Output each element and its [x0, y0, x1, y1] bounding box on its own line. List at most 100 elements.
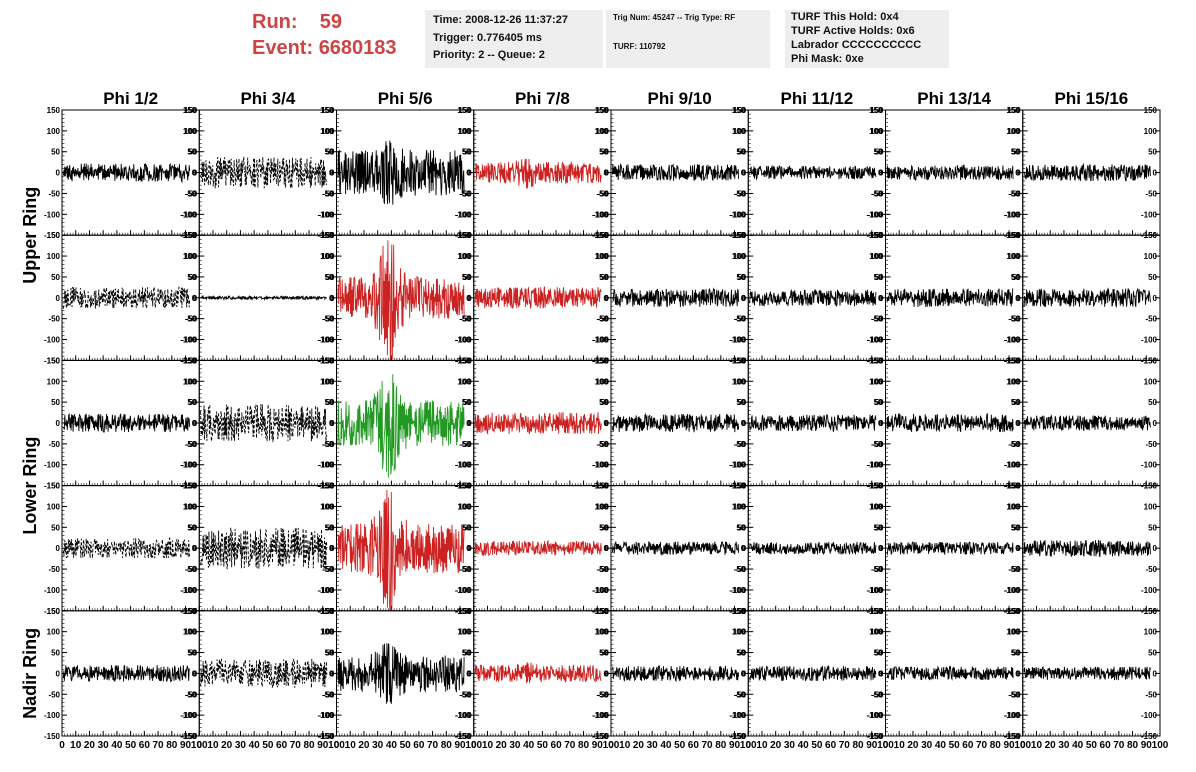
y-tick-label-right: 100 — [732, 252, 746, 261]
y-tick-label-right: -100 — [729, 210, 746, 219]
x-tick-label: 40 — [111, 740, 123, 751]
x-tick-label: 30 — [98, 740, 110, 751]
y-tick-label: 50 — [1012, 523, 1021, 532]
y-tick-label: -50 — [1009, 189, 1021, 198]
y-tick-label-right: 0 — [1015, 669, 1020, 678]
x-tick-label: 60 — [413, 740, 425, 751]
y-tick-label: 150 — [733, 356, 747, 365]
x-tick-label: 50 — [537, 740, 549, 751]
y-tick-label-right: -50 — [322, 189, 334, 198]
y-tick-label: -100 — [181, 711, 198, 720]
y-tick-label: 100 — [1007, 628, 1021, 637]
x-tick-label: 60 — [962, 740, 974, 751]
x-tick-label: 90 — [866, 740, 878, 751]
y-tick-label-right: -50 — [1008, 565, 1020, 574]
x-tick-label: 0 — [59, 740, 65, 751]
y-tick-label: -100 — [44, 586, 61, 595]
y-tick-label-right: 50 — [187, 523, 196, 532]
y-tick-label-right: -150 — [729, 607, 746, 616]
y-tick-label: -150 — [181, 231, 198, 240]
y-tick-label-right: -150 — [455, 732, 472, 741]
y-tick-label-right: -100 — [1004, 461, 1021, 470]
column-header: Phi 9/10 — [647, 89, 711, 108]
y-tick-label-right: 100 — [869, 252, 883, 261]
y-tick-label-right: 0 — [741, 419, 746, 428]
waveform-trace — [337, 489, 465, 611]
y-tick-label-right: 150 — [1144, 607, 1158, 616]
x-tick-label: 10 — [345, 740, 357, 751]
y-tick-label-right: 150 — [183, 106, 197, 115]
y-tick-label: -150 — [730, 732, 747, 741]
priority-text: Priority: 2 -- Queue: 2 — [433, 49, 545, 61]
y-tick-label: -100 — [867, 461, 884, 470]
waveform-trace — [200, 527, 328, 570]
y-tick-label-right: 0 — [741, 169, 746, 178]
waveform-trace — [749, 164, 877, 181]
event-line: Event: 6680183 — [252, 35, 422, 61]
y-tick-label-right: 0 — [466, 669, 471, 678]
waveform-trace — [474, 412, 602, 435]
x-tick-label: 10 — [756, 740, 768, 751]
y-tick-label: 100 — [870, 127, 884, 136]
y-tick-label: 50 — [1012, 649, 1021, 658]
waveform-trace — [749, 288, 877, 307]
y-tick-label-right: -50 — [1008, 315, 1020, 324]
y-tick-label-right: 150 — [183, 607, 197, 616]
waveform-trace — [886, 541, 1014, 556]
y-tick-label: 100 — [47, 252, 61, 261]
y-tick-label-right: -50 — [596, 440, 608, 449]
y-tick-label: -100 — [181, 586, 198, 595]
y-tick-label: -50 — [872, 440, 884, 449]
y-tick-label: 50 — [51, 273, 60, 282]
y-tick-label: 100 — [596, 502, 610, 511]
y-tick-label: 100 — [870, 377, 884, 386]
y-tick-label-right: 150 — [595, 607, 609, 616]
y-tick-label-right: 100 — [595, 377, 609, 386]
trig-num-box: Trig Num: 45247 -- Trig Type: RF TURF: 1… — [606, 10, 770, 68]
y-tick-label-right: -100 — [592, 586, 609, 595]
y-tick-label-right: 0 — [1015, 169, 1020, 178]
y-tick-label-right: 150 — [869, 106, 883, 115]
y-tick-label: -50 — [186, 690, 198, 699]
y-tick-label: -150 — [867, 607, 884, 616]
y-tick-label: -50 — [460, 690, 472, 699]
column-header: Phi 15/16 — [1055, 89, 1129, 108]
waveform-trace — [1023, 539, 1151, 558]
y-tick-label: 0 — [330, 419, 335, 428]
y-tick-label: 50 — [737, 273, 746, 282]
y-tick-label-right: 0 — [466, 419, 471, 428]
y-tick-label-right: 50 — [874, 523, 883, 532]
x-tick-label: 100 — [1152, 740, 1169, 751]
y-tick-label-right: -50 — [734, 315, 746, 324]
y-tick-label: -100 — [730, 336, 747, 345]
y-tick-label-right: -100 — [729, 711, 746, 720]
y-tick-label-right: -50 — [596, 565, 608, 574]
y-tick-label-right: -100 — [729, 336, 746, 345]
x-tick-label: 60 — [688, 740, 700, 751]
y-tick-label-right: 50 — [599, 649, 608, 658]
y-tick-label: 150 — [321, 106, 335, 115]
time-text: Time: 2008-12-26 11:37:27 — [433, 14, 568, 26]
waveform-trace — [63, 412, 191, 433]
y-tick-label-right: 150 — [320, 231, 334, 240]
y-tick-label-right: 0 — [329, 544, 334, 553]
y-tick-label: -150 — [44, 482, 61, 491]
y-tick-label-right: 100 — [1006, 252, 1020, 261]
y-tick-label: 0 — [1016, 419, 1021, 428]
y-tick-label: 50 — [600, 273, 609, 282]
x-tick-label: 80 — [578, 740, 590, 751]
x-tick-label: 40 — [660, 740, 672, 751]
y-tick-label: 50 — [188, 273, 197, 282]
y-tick-label-right: 50 — [325, 148, 334, 157]
waveform-trace — [200, 404, 328, 443]
y-tick-label-right: -50 — [1145, 440, 1157, 449]
x-tick-label: 90 — [1003, 740, 1015, 751]
y-tick-label: 0 — [742, 294, 747, 303]
y-tick-label-right: -50 — [185, 565, 197, 574]
waveform-trace — [200, 156, 328, 189]
y-tick-label-right: 50 — [736, 649, 745, 658]
y-tick-label-right: 50 — [599, 273, 608, 282]
x-tick-label: 50 — [400, 740, 412, 751]
y-tick-label: 0 — [1016, 544, 1021, 553]
